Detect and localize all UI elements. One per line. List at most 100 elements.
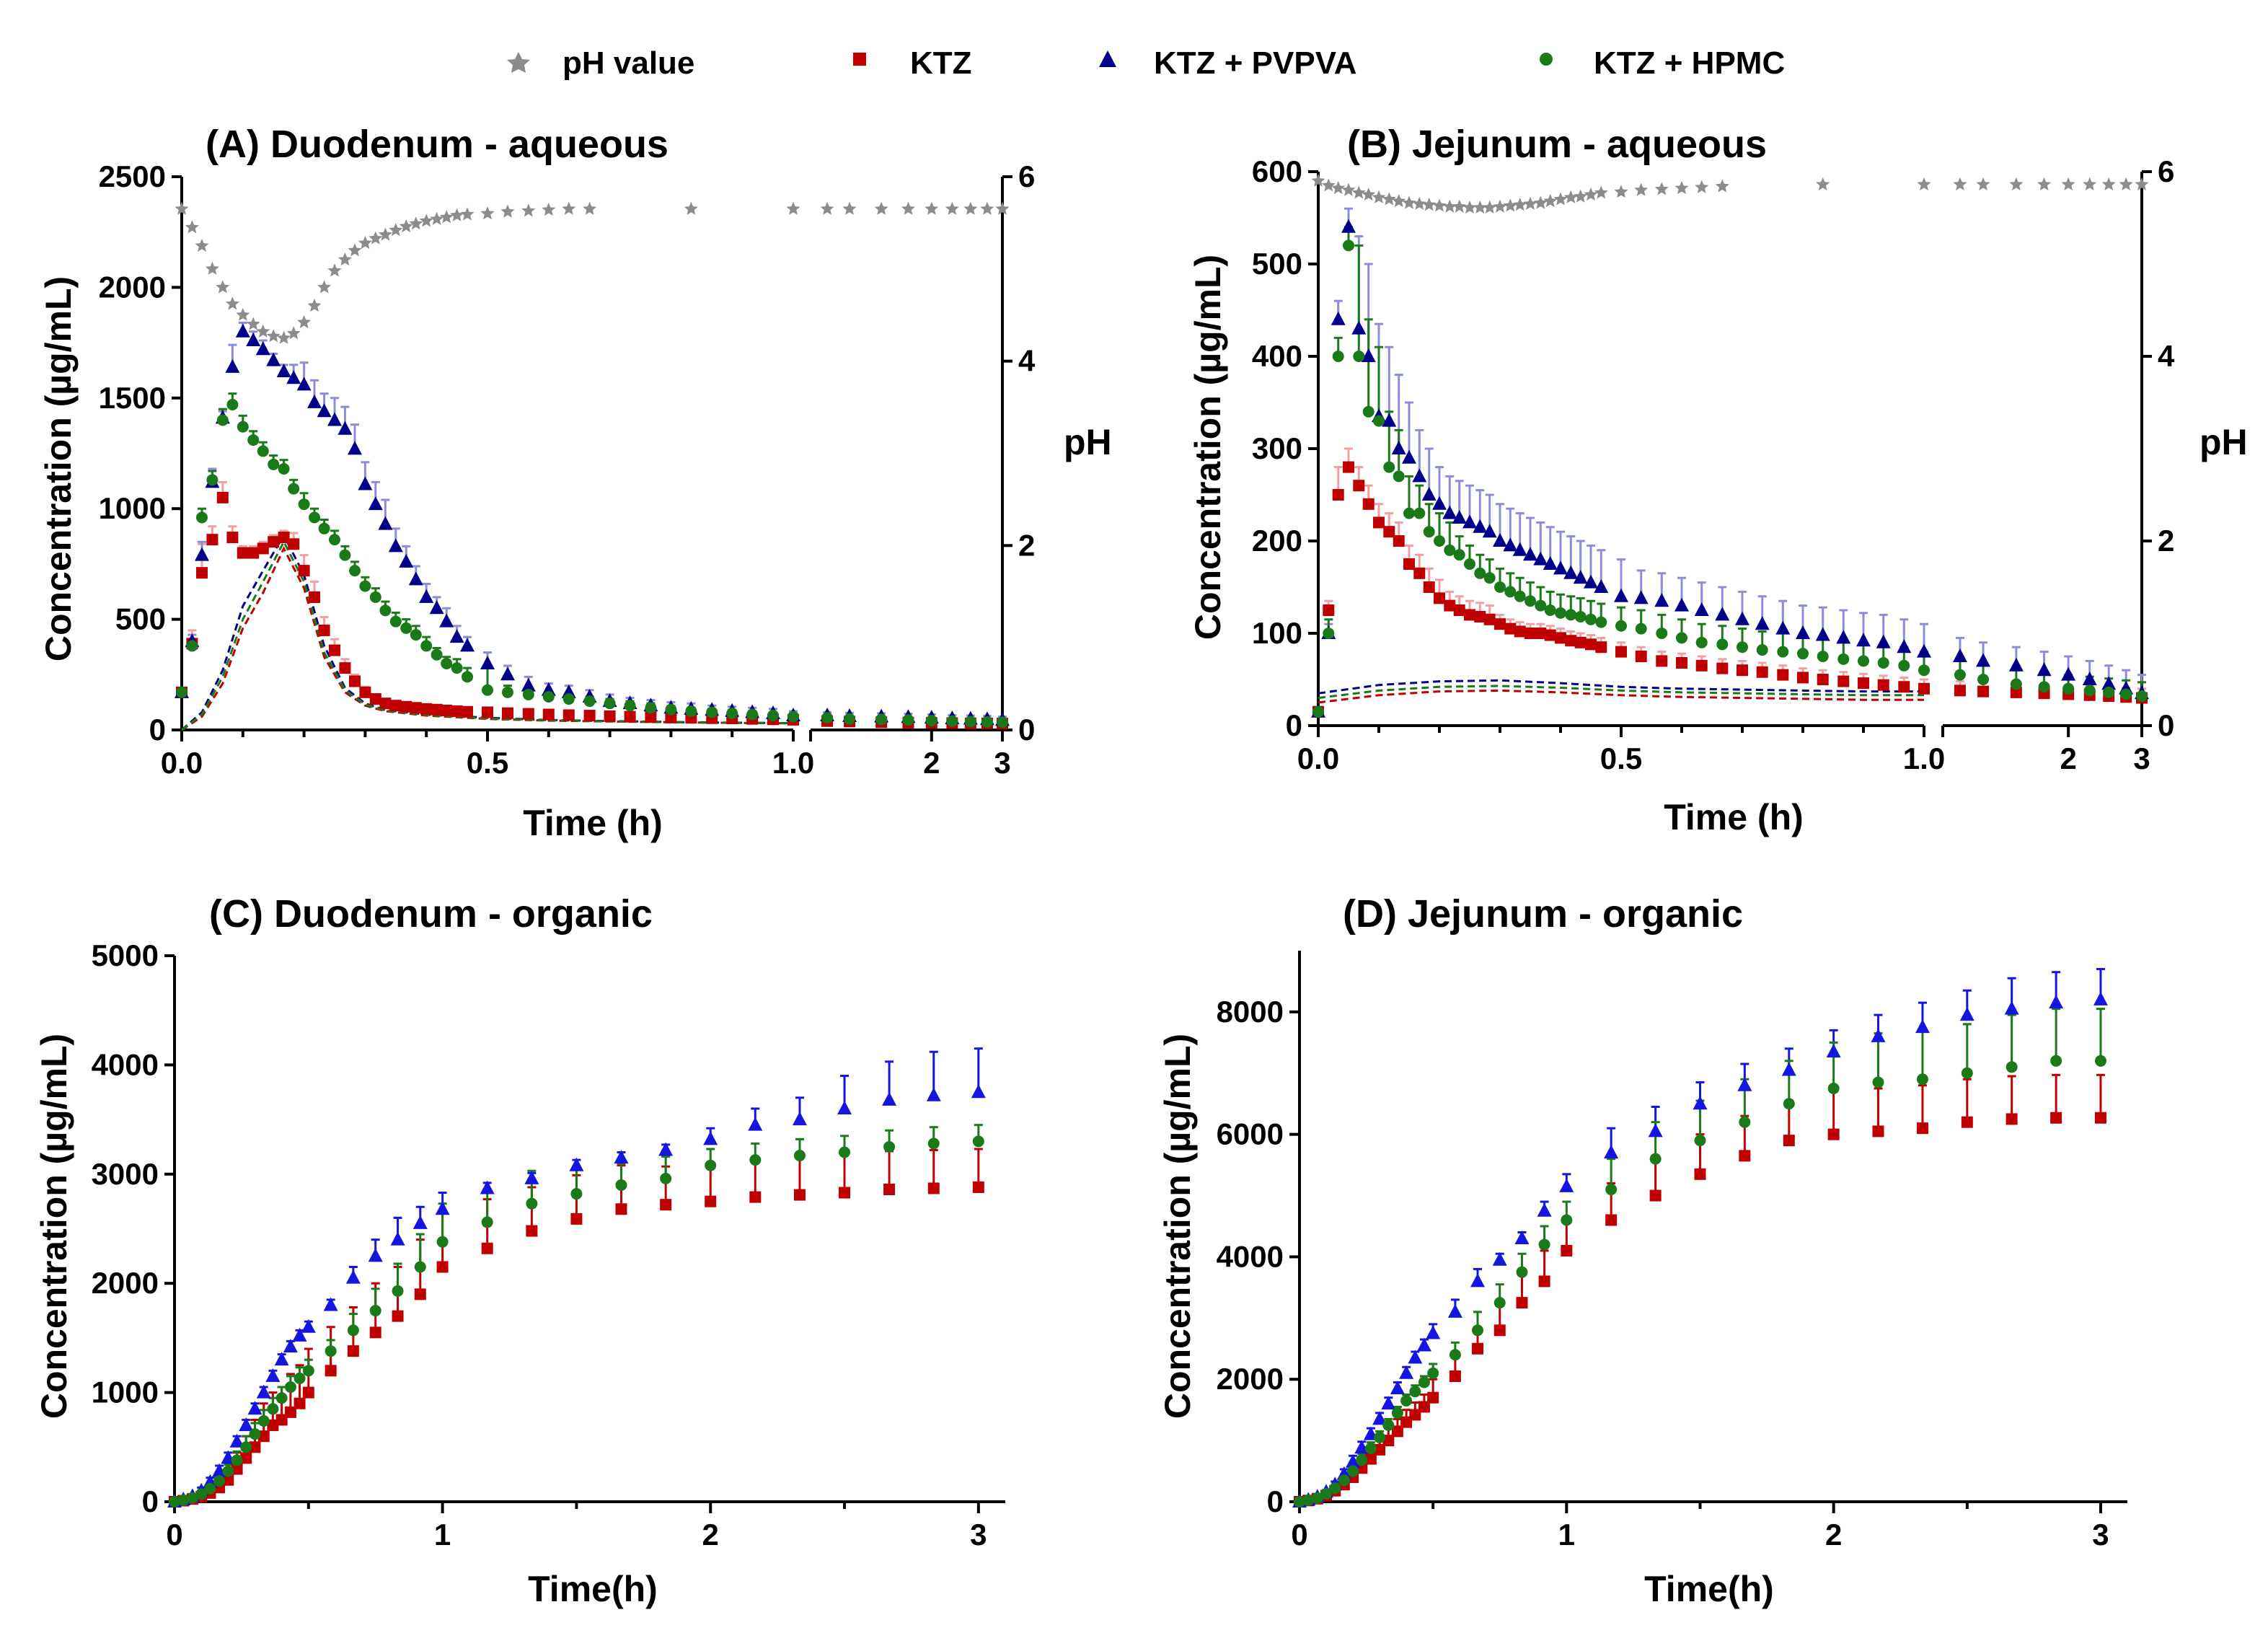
panel-b-x-axis-title: Time (h) bbox=[1664, 797, 1804, 837]
ph-marker bbox=[409, 216, 423, 230]
point-ktz-pvpva bbox=[301, 1319, 316, 1333]
ph-marker bbox=[980, 201, 994, 215]
point-ktz-pvpva bbox=[2008, 657, 2024, 672]
point-ktz bbox=[1544, 629, 1556, 641]
point-ktz-hpmc bbox=[1561, 1214, 1573, 1226]
point-ktz bbox=[1918, 682, 1930, 695]
legend: pH value KTZ KTZ + PVPVA KTZ + HPMC bbox=[507, 45, 1785, 81]
legend-label-ph: pH value bbox=[562, 45, 694, 81]
point-ktz-pvpva bbox=[327, 412, 342, 426]
x-tick-label: 3 bbox=[994, 746, 1010, 780]
ph-marker bbox=[1715, 179, 1729, 193]
point-ktz bbox=[1364, 1453, 1377, 1465]
point-ktz bbox=[1737, 664, 1748, 677]
point-ktz-pvpva bbox=[194, 547, 209, 561]
sim-line-ktz-pvpva bbox=[1318, 679, 1924, 695]
point-ktz-hpmc bbox=[1635, 622, 1647, 635]
point-ktz-hpmc bbox=[1504, 586, 1517, 598]
ph-marker bbox=[1584, 188, 1598, 201]
point-ktz-pvpva bbox=[1559, 1178, 1574, 1192]
point-ktz-hpmc bbox=[186, 1492, 198, 1504]
point-ktz bbox=[1323, 604, 1335, 616]
legend-square-marker bbox=[853, 53, 866, 66]
sim-line-ktz-hpmc bbox=[1318, 685, 1924, 700]
point-ktz-hpmc bbox=[169, 1496, 180, 1508]
x-tick-label: 3 bbox=[970, 1518, 987, 1552]
point-ktz-hpmc bbox=[1535, 599, 1547, 612]
ph-marker bbox=[684, 201, 698, 215]
point-ktz bbox=[1694, 1168, 1706, 1180]
point-ktz-pvpva bbox=[1815, 627, 1830, 641]
point-ktz-hpmc bbox=[1797, 648, 1809, 660]
point-ktz-hpmc bbox=[451, 662, 463, 674]
point-ktz-hpmc bbox=[275, 1392, 288, 1404]
point-ktz-pvpva bbox=[500, 666, 515, 681]
ph-marker bbox=[348, 243, 362, 257]
ph-marker bbox=[2135, 177, 2149, 190]
x-tick-label: 1 bbox=[1558, 1518, 1575, 1552]
point-ktz-pvpva bbox=[1432, 496, 1447, 510]
point-ktz bbox=[1383, 526, 1395, 538]
y-tick-label: 2000 bbox=[99, 270, 166, 304]
ph-marker bbox=[842, 201, 857, 215]
y-tick-label: 2000 bbox=[92, 1266, 159, 1300]
point-ktz bbox=[1356, 1462, 1368, 1474]
point-ktz-pvpva bbox=[1408, 1350, 1423, 1364]
ph-marker bbox=[358, 236, 372, 250]
point-ktz-hpmc bbox=[231, 1454, 243, 1466]
point-ktz bbox=[1374, 1443, 1386, 1456]
ph-marker bbox=[1422, 198, 1437, 211]
point-ktz bbox=[2094, 1112, 2106, 1124]
point-ktz-hpmc bbox=[1311, 1492, 1323, 1504]
point-ktz-hpmc bbox=[946, 715, 958, 727]
point-ktz-hpmc bbox=[1916, 1073, 1928, 1086]
point-ktz-hpmc bbox=[359, 580, 371, 592]
ph-marker bbox=[1362, 188, 1376, 201]
point-ktz bbox=[392, 1310, 404, 1322]
point-ktz-pvpva bbox=[1381, 1396, 1396, 1410]
point-ktz-pvpva bbox=[1492, 1251, 1507, 1266]
point-ktz bbox=[1464, 609, 1475, 621]
ph-marker bbox=[1533, 195, 1548, 209]
point-ktz-pvpva bbox=[1503, 537, 1518, 552]
point-ktz-hpmc bbox=[1356, 1454, 1368, 1466]
point-ktz bbox=[1817, 674, 1829, 685]
point-ktz bbox=[562, 709, 575, 721]
point-ktz-pvpva bbox=[1412, 468, 1427, 483]
point-ktz-hpmc bbox=[284, 1381, 296, 1394]
point-ktz-pvpva bbox=[412, 1215, 428, 1229]
point-ktz-pvpva bbox=[1442, 505, 1457, 519]
point-ktz-pvpva bbox=[229, 1433, 244, 1448]
point-ktz-pvpva bbox=[449, 629, 464, 643]
point-ktz bbox=[2050, 1112, 2062, 1124]
point-ktz-pvpva bbox=[1674, 597, 1689, 612]
y-tick-label: 200 bbox=[1252, 524, 1302, 558]
point-ktz bbox=[583, 710, 596, 722]
point-ktz-hpmc bbox=[705, 1159, 717, 1171]
point-ktz-pvpva bbox=[1372, 1411, 1387, 1425]
point-ktz-hpmc bbox=[1595, 616, 1607, 628]
point-ktz bbox=[1514, 625, 1526, 638]
point-ktz-hpmc bbox=[247, 434, 260, 446]
ph-marker bbox=[1654, 182, 1669, 195]
point-ktz-hpmc bbox=[706, 706, 718, 718]
point-ktz-hpmc bbox=[216, 414, 229, 426]
point-ktz-hpmc bbox=[1391, 1407, 1403, 1419]
point-ktz bbox=[240, 1452, 252, 1464]
point-ktz-pvpva bbox=[1391, 441, 1406, 454]
ph-marker bbox=[1574, 189, 1588, 203]
point-ktz-pvpva bbox=[1390, 1380, 1405, 1394]
point-ktz-hpmc bbox=[660, 1172, 672, 1184]
ph-marker bbox=[1976, 177, 1990, 190]
point-ktz-hpmc bbox=[1483, 572, 1496, 584]
point-ktz-pvpva bbox=[1462, 514, 1477, 529]
point-ktz-hpmc bbox=[436, 1236, 449, 1248]
point-ktz bbox=[257, 1430, 270, 1443]
point-ktz bbox=[839, 1187, 851, 1199]
point-ktz bbox=[294, 1397, 306, 1409]
point-ktz-hpmc bbox=[213, 1475, 226, 1487]
point-ktz-pvpva bbox=[1775, 620, 1791, 635]
point-ktz-pvpva bbox=[307, 394, 322, 408]
point-ktz-pvpva bbox=[1346, 1453, 1361, 1468]
point-ktz bbox=[1382, 1435, 1395, 1447]
